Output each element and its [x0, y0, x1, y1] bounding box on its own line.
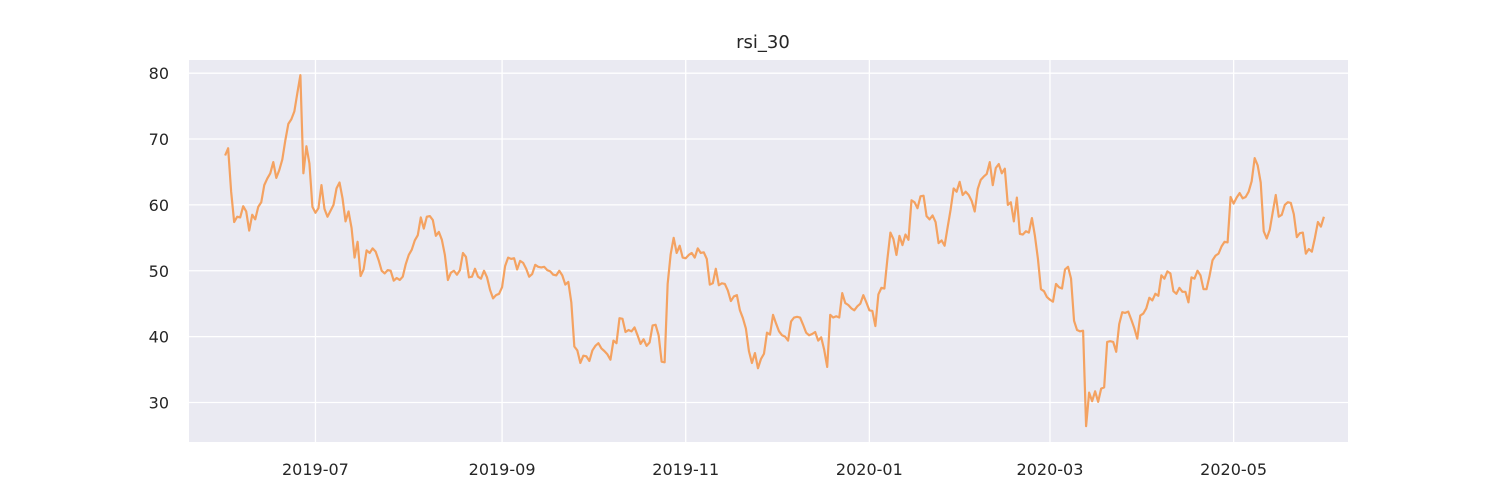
x-tick-label: 2019-09	[469, 460, 536, 479]
chart-title: rsi_30	[736, 32, 790, 53]
x-axis-tick-labels: 2019-07 2019-09 2019-11 2020-01 2020-03 2020-…	[282, 460, 1267, 479]
series	[224, 74, 1325, 428]
x-tick-label: 2019-07	[282, 460, 349, 479]
x-gridlines	[314, 60, 1235, 442]
x-tick-label: 2019-11	[652, 460, 719, 479]
series-layer	[224, 74, 1325, 428]
x-tick-label: 2020-01	[836, 460, 903, 479]
x-tick-label: 2020-03	[1017, 460, 1084, 479]
series-line	[224, 74, 1325, 428]
y-tick-label: 70	[149, 130, 169, 149]
y-tick-label: 40	[149, 328, 169, 347]
plot-area	[189, 60, 1348, 442]
y-tick-label: 30	[149, 393, 169, 412]
y-axis-tick-labels: 30 40 50 60 70 80	[149, 64, 169, 412]
y-tick-label: 50	[149, 262, 169, 281]
y-tick-label: 80	[149, 64, 169, 83]
y-tick-label: 60	[149, 196, 169, 215]
x-tick-label: 2020-05	[1200, 460, 1267, 479]
y-gridlines	[189, 72, 1348, 404]
